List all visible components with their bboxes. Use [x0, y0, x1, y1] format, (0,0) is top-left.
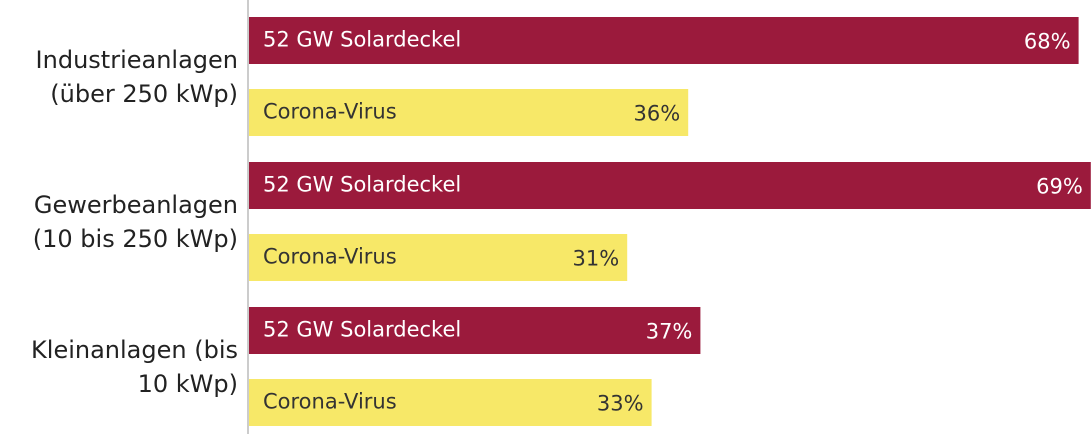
- value-label: 37%: [646, 320, 693, 344]
- category-label: Gewerbeanlagen (10 bis 250 kWp): [32, 190, 238, 253]
- category-label: Kleinanlagen (bis 10 kWp): [31, 335, 238, 398]
- series-label: 52 GW Solardeckel: [263, 28, 461, 52]
- bar: [249, 17, 1079, 64]
- bar: [249, 307, 701, 354]
- category-label: Industrieanlagen (über 250 kWp): [35, 45, 238, 108]
- series-label: Corona-Virus: [263, 390, 397, 414]
- value-label: 69%: [1036, 175, 1083, 199]
- bar: [249, 234, 628, 281]
- value-label: 68%: [1024, 30, 1071, 54]
- bar: [249, 89, 689, 136]
- value-label: 33%: [597, 392, 644, 416]
- series-label: Corona-Virus: [263, 245, 397, 269]
- bar: [249, 162, 1091, 209]
- series-label: Corona-Virus: [263, 100, 397, 124]
- bar: [249, 379, 652, 426]
- value-label: 31%: [573, 247, 620, 271]
- value-label: 36%: [634, 102, 681, 126]
- series-label: 52 GW Solardeckel: [263, 318, 461, 342]
- series-label: 52 GW Solardeckel: [263, 173, 461, 197]
